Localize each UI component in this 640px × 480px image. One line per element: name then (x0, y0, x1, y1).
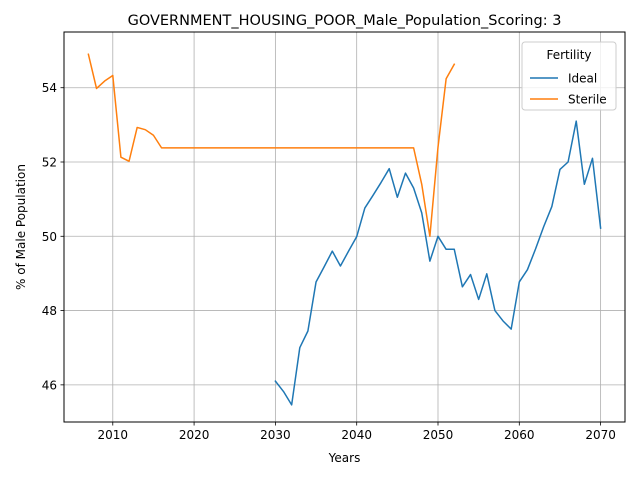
legend-label-ideal: Ideal (568, 72, 597, 86)
x-tick-label: 2070 (585, 428, 616, 442)
x-tick-label: 2040 (341, 428, 372, 442)
y-tick-label: 54 (42, 81, 57, 95)
chart-title: GOVERNMENT_HOUSING_POOR_Male_Population_… (128, 13, 562, 29)
y-tick-label: 52 (42, 156, 57, 170)
ticks: 2010 2020 2030 2040 2050 2060 2070 46 48 50 52 54 (42, 81, 616, 442)
x-axis-title: Years (328, 451, 361, 465)
series-line-sterile (87, 53, 456, 238)
y-axis-title: % of Male Population (14, 164, 28, 290)
y-tick-label: 48 (42, 304, 57, 318)
legend-box (521, 41, 617, 111)
x-tick-label: 2010 (98, 428, 129, 442)
x-tick-label: 2020 (179, 428, 210, 442)
y-tick-label: 50 (42, 230, 57, 244)
plot-area (87, 53, 602, 406)
x-tick-label: 2030 (260, 428, 291, 442)
series-line-ideal (274, 120, 602, 406)
axes-frame (63, 31, 626, 423)
x-tick-label: 2060 (504, 428, 535, 442)
y-tick-label: 46 (42, 378, 57, 392)
legend-label-sterile: Sterile (568, 93, 607, 107)
legend: Fertility Ideal Sterile (521, 41, 617, 111)
legend-title: Fertility (546, 48, 591, 62)
grid (64, 32, 625, 422)
x-tick-label: 2050 (423, 428, 454, 442)
